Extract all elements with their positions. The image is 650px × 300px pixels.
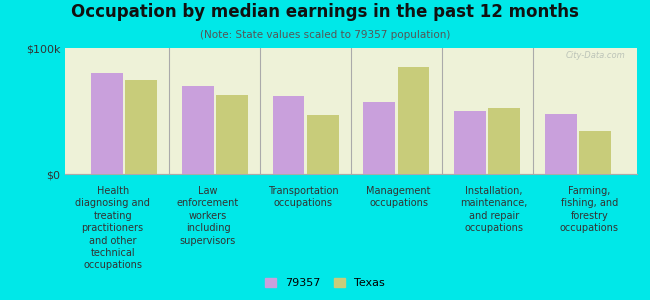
Bar	[272, 96, 304, 174]
Bar	[363, 102, 395, 174]
Text: Health
diagnosing and
treating
practitioners
and other
technical
occupations: Health diagnosing and treating practitio…	[75, 186, 150, 270]
Bar	[125, 80, 157, 174]
Text: City-Data.com: City-Data.com	[566, 50, 625, 59]
Bar	[307, 115, 339, 174]
Text: Farming,
fishing, and
forestry
occupations: Farming, fishing, and forestry occupatio…	[560, 186, 619, 233]
Text: Law
enforcement
workers
including
supervisors: Law enforcement workers including superv…	[177, 186, 239, 246]
Bar	[216, 94, 248, 174]
Bar	[579, 131, 611, 174]
Text: Transportation
occupations: Transportation occupations	[268, 186, 339, 208]
Bar	[489, 109, 520, 174]
Bar	[91, 73, 123, 174]
Bar	[454, 111, 486, 174]
Legend: 79357, Texas: 79357, Texas	[262, 274, 388, 291]
Text: Installation,
maintenance,
and repair
occupations: Installation, maintenance, and repair oc…	[460, 186, 528, 233]
Text: (Note: State values scaled to 79357 population): (Note: State values scaled to 79357 popu…	[200, 30, 450, 40]
Bar	[398, 67, 430, 174]
Text: Management
occupations: Management occupations	[367, 186, 431, 208]
Bar	[545, 113, 577, 174]
Bar	[182, 86, 213, 174]
Text: Occupation by median earnings in the past 12 months: Occupation by median earnings in the pas…	[71, 3, 579, 21]
